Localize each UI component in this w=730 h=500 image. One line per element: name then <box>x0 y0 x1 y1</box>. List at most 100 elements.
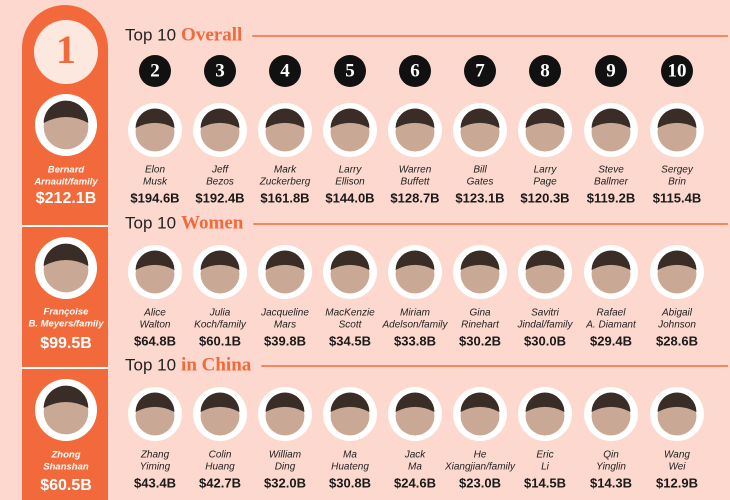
net-worth: $30.2B <box>459 333 501 348</box>
person-name: Shanshan <box>43 462 89 473</box>
person-name: Abigail <box>661 308 693 319</box>
portrait-hair <box>460 392 500 412</box>
rank-number: 9 <box>606 60 616 81</box>
net-worth: $161.8B <box>260 190 309 205</box>
portrait-hair <box>395 108 435 128</box>
portrait-hair <box>657 392 697 412</box>
section-highlight: Overall <box>181 24 242 45</box>
person-name: Bernard <box>48 165 85 176</box>
portrait-hair <box>43 100 89 123</box>
person-name: Jack <box>404 450 427 461</box>
person-name: Larry <box>534 165 558 176</box>
portrait-hair <box>460 250 500 270</box>
portrait-hair <box>657 108 697 128</box>
person-name: MacKenzie <box>325 308 375 319</box>
person-name: B. Meyers/family <box>29 319 105 330</box>
person-name: Bill <box>473 165 487 176</box>
portrait-hair <box>591 392 631 412</box>
net-worth: $212.1B <box>36 190 97 207</box>
person-name: Julia <box>209 308 231 319</box>
person-name: Koch/family <box>194 320 247 331</box>
net-worth: $60.5B <box>40 477 92 494</box>
person-name: Rafael <box>597 308 627 319</box>
portrait-hair <box>591 108 631 128</box>
net-worth: $12.9B <box>656 475 698 490</box>
person-name: Zuckerberg <box>259 177 311 188</box>
net-worth: $29.4B <box>590 333 632 348</box>
portrait-hair <box>200 250 240 270</box>
person-name: Gates <box>467 177 494 188</box>
person-name: Qin <box>603 450 619 461</box>
person-name: Walton <box>140 320 171 331</box>
person-name: Huang <box>205 462 235 473</box>
person-name: A. Diamant <box>585 320 637 331</box>
portrait-hair <box>591 250 631 270</box>
person-name: Sergey <box>661 165 694 176</box>
portrait-hair <box>135 250 175 270</box>
rank-number: 1 <box>56 27 76 72</box>
net-worth: $64.8B <box>134 333 176 348</box>
net-worth: $119.2B <box>587 190 635 205</box>
rank-badge <box>334 55 366 87</box>
section-title: Top 10 <box>125 213 176 232</box>
portrait-hair <box>657 250 697 270</box>
rank-badge <box>204 55 236 87</box>
rank-number: 6 <box>410 60 420 81</box>
person-name: Ma <box>343 450 357 461</box>
net-worth: $144.0B <box>325 190 374 205</box>
person-name: Zhang <box>140 450 170 461</box>
person-name: Wang <box>664 450 690 461</box>
person-name: Brin <box>668 177 686 188</box>
person-name: Miriam <box>400 308 430 319</box>
person-name: Page <box>533 177 557 188</box>
portrait-hair <box>330 108 370 128</box>
rank-number: 7 <box>475 60 485 81</box>
person-name: Johnson <box>657 320 696 331</box>
net-worth: $32.0B <box>264 475 306 490</box>
net-worth: $123.1B <box>455 190 504 205</box>
portrait-hair <box>460 108 500 128</box>
net-worth: $194.6B <box>130 190 179 205</box>
net-worth: $192.4B <box>195 190 244 205</box>
person-name: Jindal/family <box>516 320 573 331</box>
portrait-hair <box>330 250 370 270</box>
net-worth: $128.7B <box>390 190 439 205</box>
person-name: Mars <box>274 320 296 331</box>
net-worth: $30.8B <box>329 475 371 490</box>
person-name: Li <box>541 462 550 473</box>
person-name: Arnault/family <box>33 177 98 188</box>
net-worth: $60.1B <box>199 333 241 348</box>
person-name: Ellison <box>335 177 365 188</box>
net-worth: $24.6B <box>394 475 436 490</box>
rank-badge <box>529 55 561 87</box>
rank-badge <box>399 55 431 87</box>
person-name: Ma <box>408 462 422 473</box>
portrait-hair <box>395 392 435 412</box>
portrait-hair <box>135 108 175 128</box>
portrait-hair <box>395 250 435 270</box>
section-highlight: in China <box>181 354 252 375</box>
portrait-hair <box>43 385 89 408</box>
person-name: William <box>269 450 301 461</box>
net-worth: $120.3B <box>520 190 569 205</box>
person-name: Elon <box>145 165 165 176</box>
person-name: Gina <box>469 308 491 319</box>
portrait-hair <box>135 392 175 412</box>
person-name: Wei <box>668 462 686 473</box>
portrait-hair <box>525 392 565 412</box>
person-name: Mark <box>274 165 297 176</box>
person-name: Eric <box>536 450 553 461</box>
person-name: Bezos <box>206 177 234 188</box>
person-name: Zhong <box>50 450 80 461</box>
person-name: Ding <box>275 462 296 473</box>
person-name: Adelson/family <box>381 320 448 331</box>
person-name: Jacqueline <box>260 308 309 319</box>
net-worth: $14.5B <box>524 475 566 490</box>
net-worth: $99.5B <box>40 335 92 352</box>
net-worth: $39.8B <box>264 333 306 348</box>
person-name: Warren <box>399 165 432 176</box>
net-worth: $34.5B <box>329 333 371 348</box>
rank-badge <box>34 20 98 84</box>
net-worth: $23.0B <box>459 475 501 490</box>
